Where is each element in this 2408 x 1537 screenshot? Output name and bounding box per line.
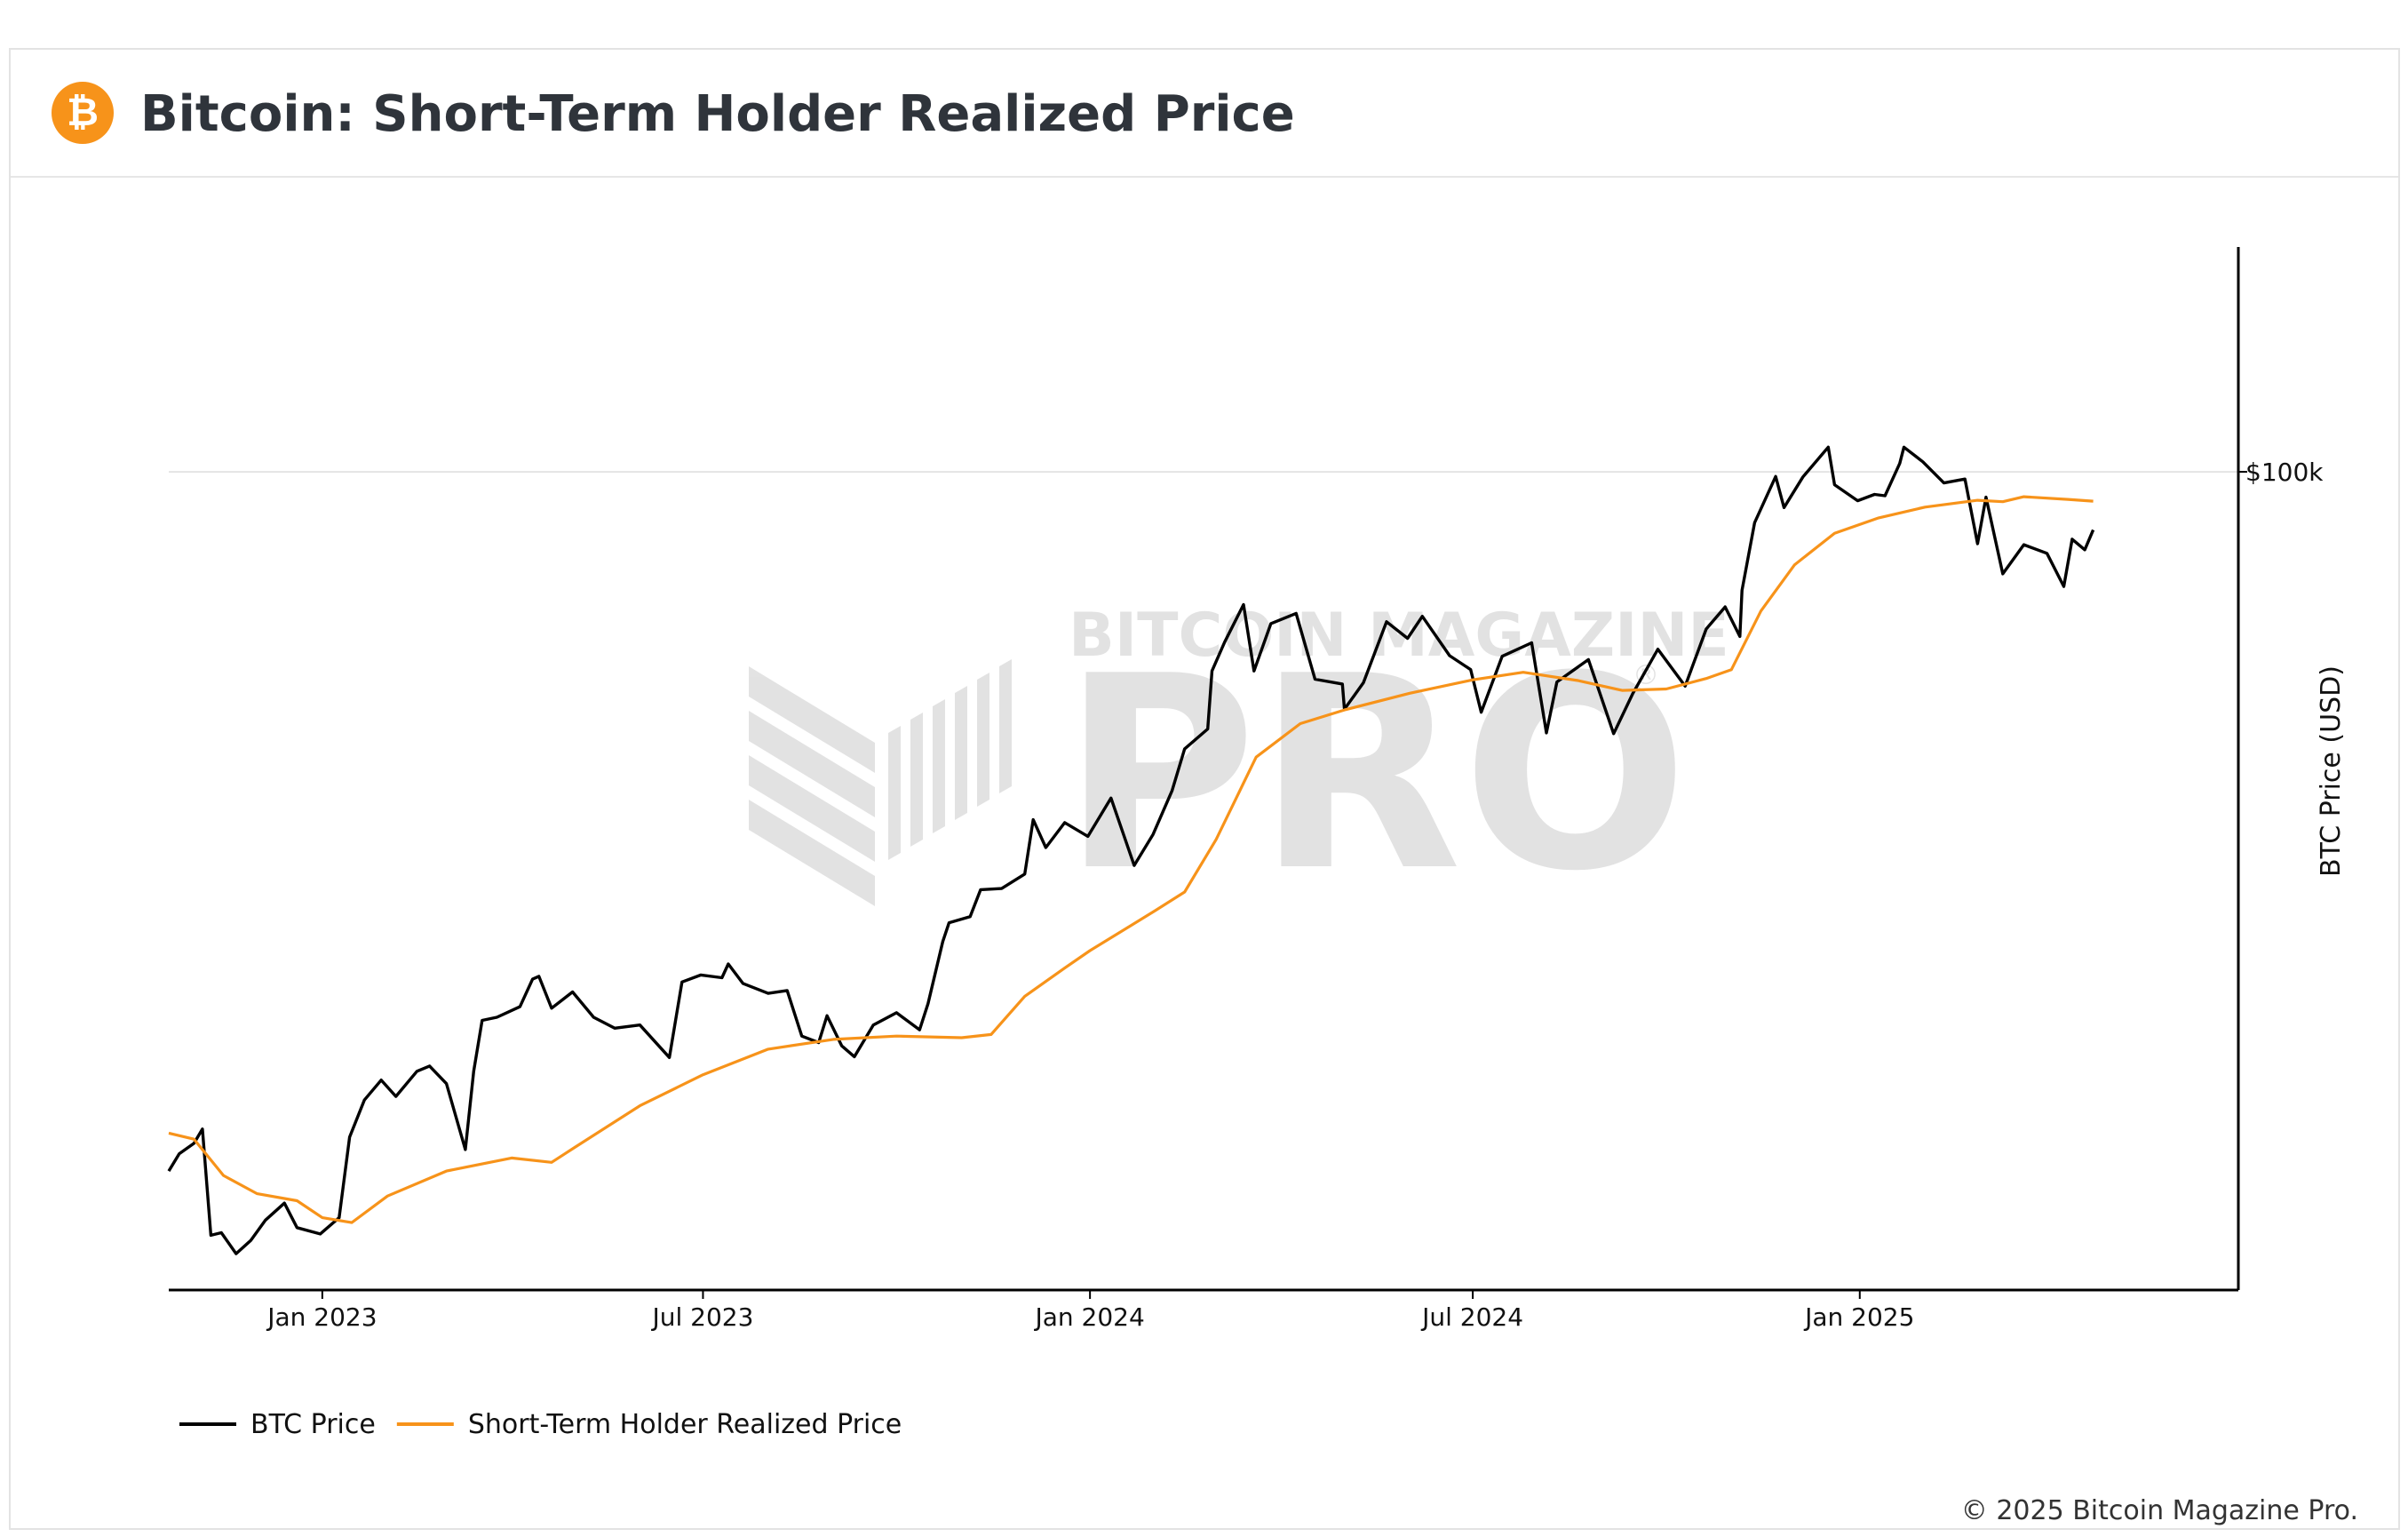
x-tick-label-0: Jan 2023 xyxy=(266,1302,377,1332)
axes xyxy=(169,247,2240,1292)
x-tick-label-3: Jul 2024 xyxy=(1420,1302,1523,1332)
legend-label-1: Short-Term Holder Realized Price xyxy=(468,1409,902,1440)
legend-item-1[interactable]: Short-Term Holder Realized Price xyxy=(396,1409,902,1440)
x-tick-label-2: Jan 2024 xyxy=(1033,1302,1144,1332)
watermark-top-text: BITCOIN MAGAZINE xyxy=(1069,601,1729,671)
y-tick-label-0: $100k xyxy=(2245,458,2324,487)
x-tick-label-4: Jan 2025 xyxy=(1803,1302,1914,1332)
tick-labels: $100k Jan 2023 Jul 2023 Jan 2024 Jul 2024 Jan… xyxy=(266,458,2324,1332)
y-axis-label: BTC Price (USD) xyxy=(2316,665,2347,877)
series-btc-price-line[interactable] xyxy=(167,445,2095,1255)
watermark-emblem-icon xyxy=(749,659,1012,906)
series-sth-realized-price-line[interactable] xyxy=(168,495,2094,1224)
series-lines xyxy=(167,445,2095,1255)
legend-label-0: BTC Price xyxy=(250,1409,376,1440)
legend[interactable]: BTC Price Short-Term Holder Realized Pric… xyxy=(179,1409,902,1440)
bitcoin-logo-icon: ₿ xyxy=(52,82,114,144)
page-title: Bitcoin: Short-Term Holder Realized Pric… xyxy=(140,85,1295,143)
watermark-main-text: PRO xyxy=(1061,619,1689,929)
watermark-logo: BITCOIN MAGAZINE PRO ® xyxy=(749,601,1729,929)
x-tick-label-1: Jul 2023 xyxy=(650,1302,753,1332)
chart-card: ₿ Bitcoin: Short-Term Holder Realized Pr… xyxy=(9,48,2400,1530)
copyright-text: © 2025 Bitcoin Magazine Pro. xyxy=(1960,1495,2358,1526)
legend-item-0[interactable]: BTC Price xyxy=(179,1409,376,1440)
chart-header: ₿ Bitcoin: Short-Term Holder Realized Pr… xyxy=(11,50,2398,178)
